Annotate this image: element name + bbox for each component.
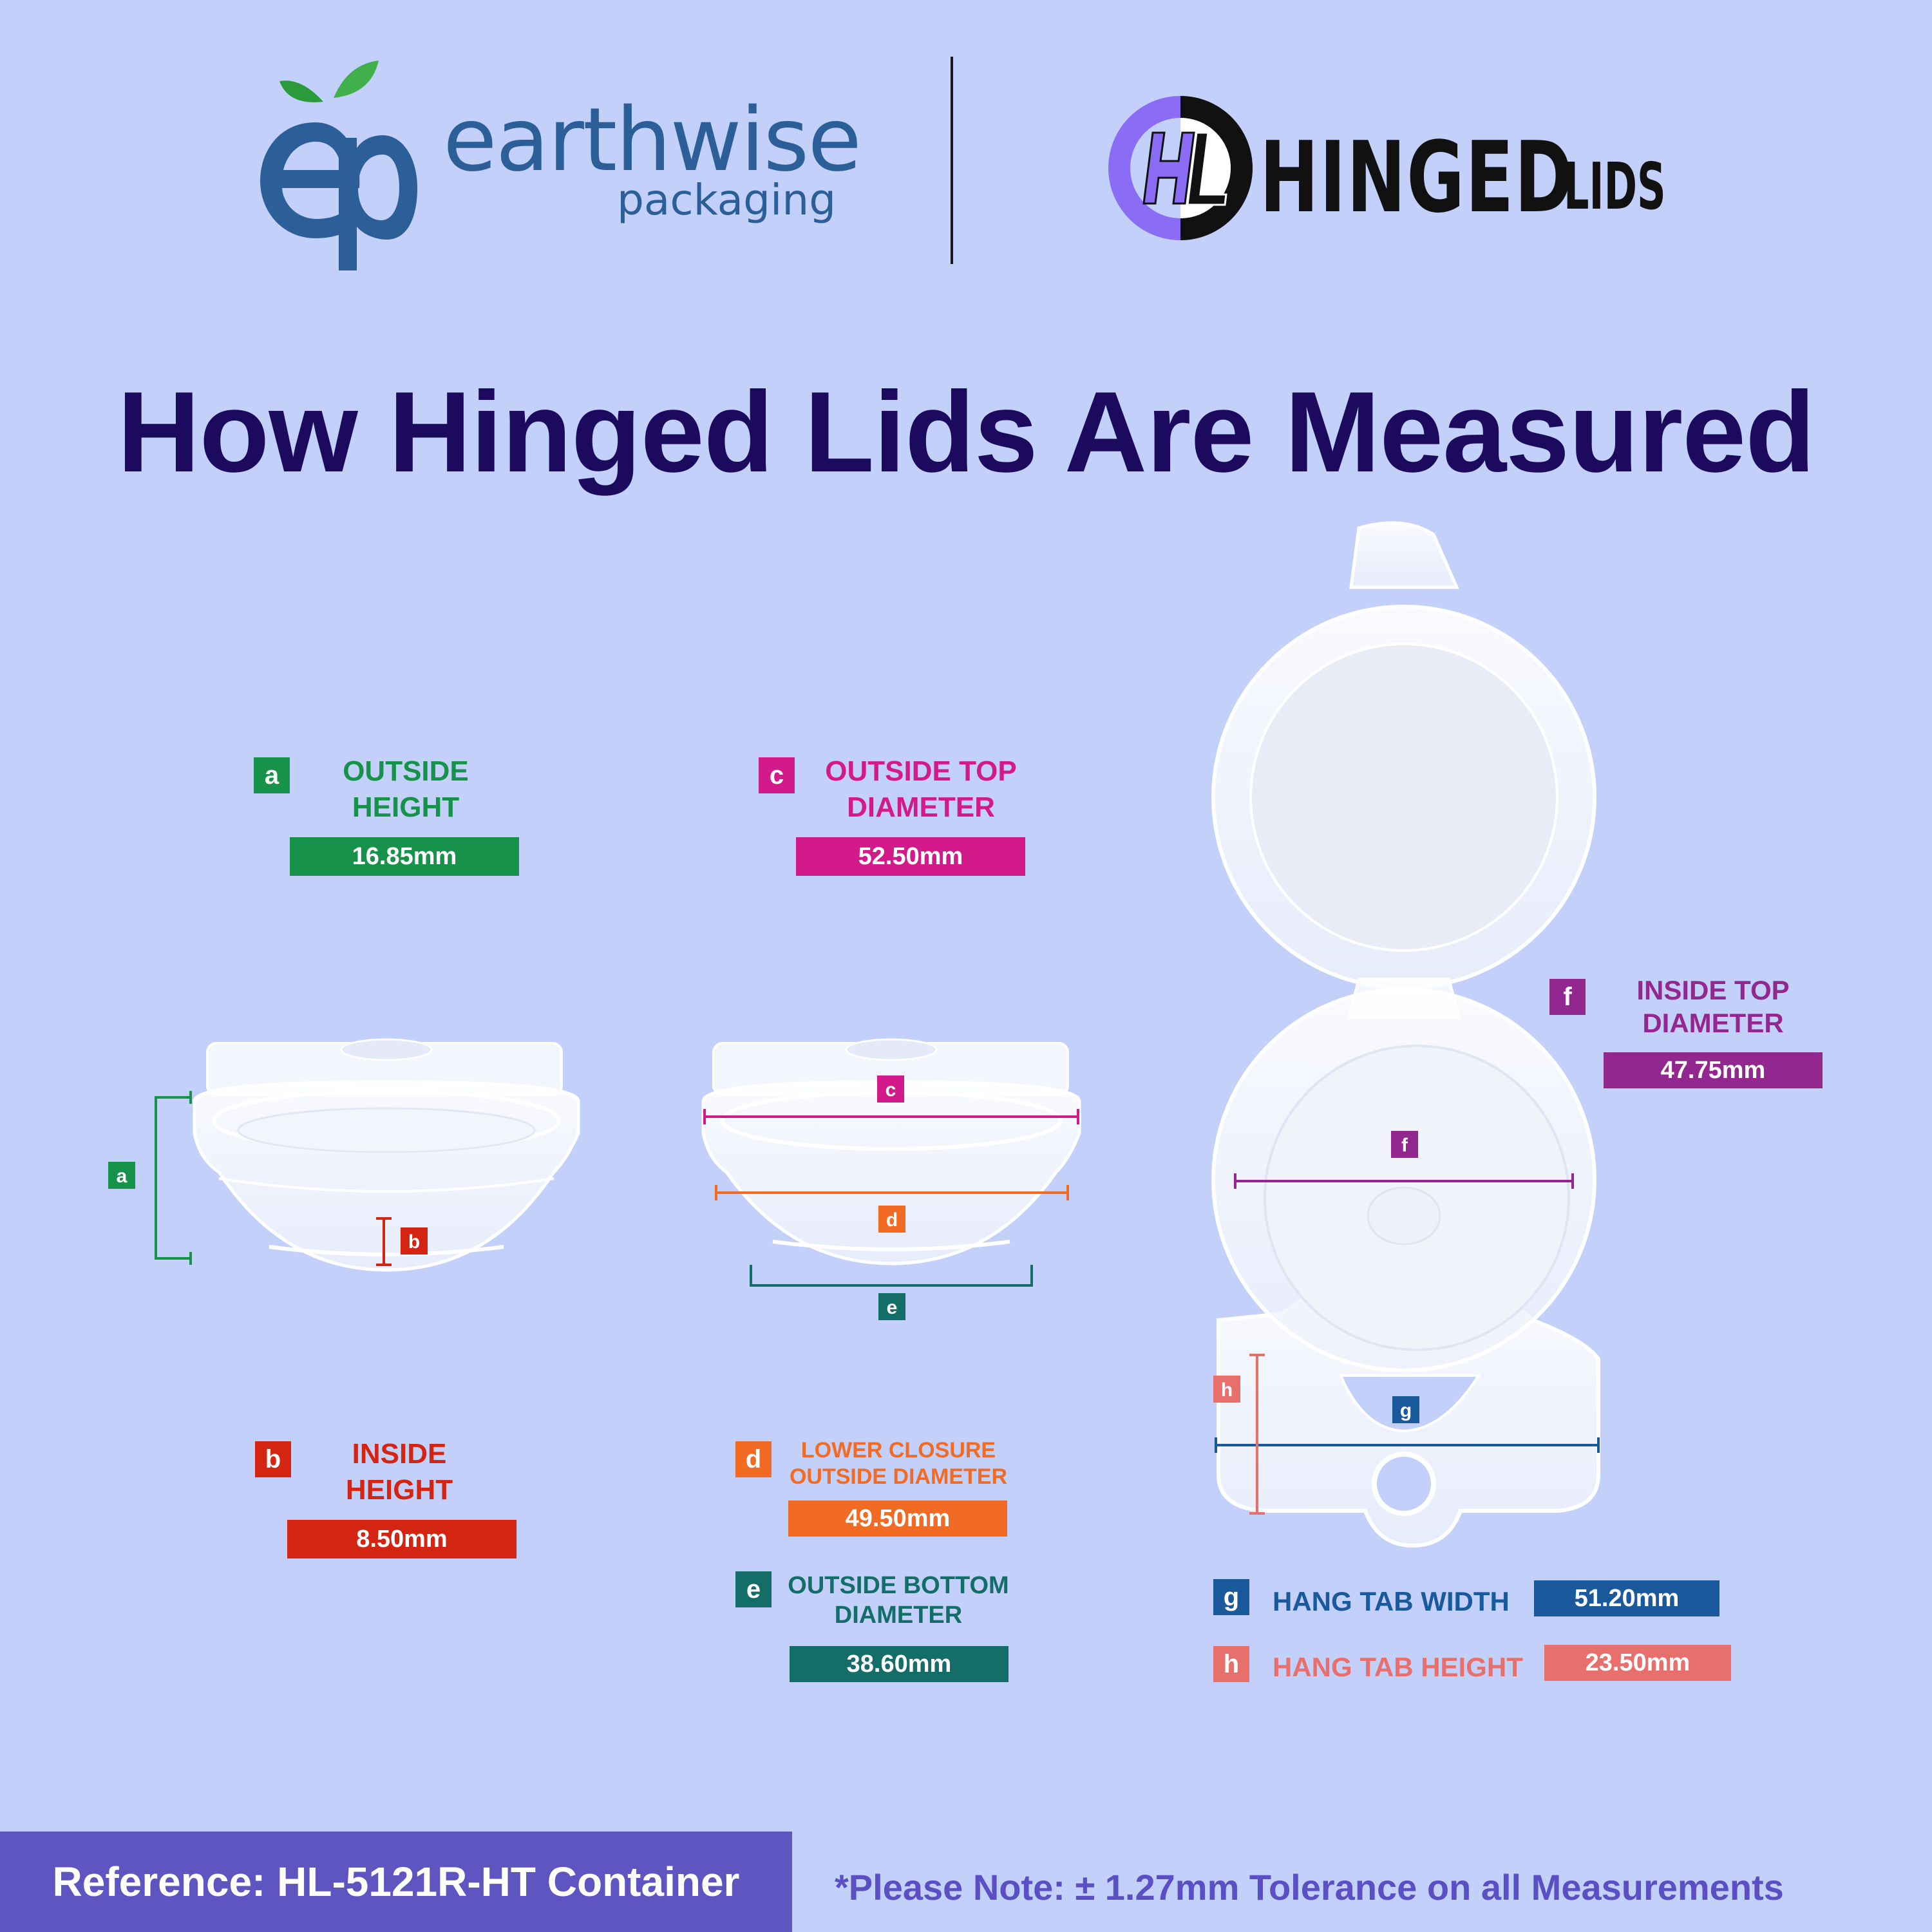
value-d: 49.50mm [788,1501,1007,1537]
value-g: 51.20mm [1534,1580,1719,1616]
reference-banner: Reference: HL-5121R-HT Container [0,1832,792,1932]
label-b-line1: INSIDE [352,1438,447,1470]
label-c-line2: DIAMETER [847,791,995,824]
label-outside-bottom-diameter: OUTSIDE BOTTOM DIAMETER [782,1571,1015,1630]
value-e: 38.60mm [790,1646,1009,1682]
label-a-line2: HEIGHT [352,791,460,824]
value-f: 47.75mm [1604,1052,1823,1088]
svg-text:e: e [887,1297,898,1318]
label-inside-height: INSIDE HEIGHT [303,1436,496,1509]
dimension-a [155,1091,192,1265]
value-b: 8.50mm [287,1520,516,1558]
earthwise-logo-mark [260,61,417,270]
label-lower-closure-outside-diameter: LOWER CLOSURE OUTSIDE DIAMETER [779,1437,1018,1490]
label-outside-height: OUTSIDE HEIGHT [303,753,509,826]
badge-b: b [255,1441,291,1477]
label-a-line1: OUTSIDE [343,755,469,787]
label-f-line2: DIAMETER [1642,1008,1784,1039]
value-h: 23.50mm [1544,1645,1731,1681]
container-top-view [1211,521,1600,1548]
badge-c: c [759,757,795,793]
page-title: How Hinged Lids Are Measured [117,368,1815,496]
label-outside-top-diameter: OUTSIDE TOP DIAMETER [805,753,1037,826]
badge-g: g [1213,1579,1249,1615]
logo-divider [951,57,953,264]
badge-a: a [254,757,290,793]
tolerance-note: *Please Note: ± 1.27mm Tolerance on all … [835,1867,1784,1908]
badge-e: e [735,1571,772,1607]
svg-text:a: a [117,1166,128,1187]
label-f-line1: INSIDE TOP [1636,975,1790,1005]
svg-text:g: g [1400,1400,1412,1421]
hinged-wordmark: HINGED [1260,120,1574,234]
svg-text:b: b [408,1231,420,1253]
container-side-view-1 [193,1038,580,1272]
svg-text:d: d [886,1209,898,1231]
badge-f: f [1549,979,1586,1015]
badge-h: h [1213,1646,1249,1682]
label-d-line1: LOWER CLOSURE [800,1438,996,1463]
label-c-line1: OUTSIDE TOP [825,755,1017,787]
label-e-line2: DIAMETER [834,1601,963,1629]
earthwise-tagline: packaging [617,175,837,225]
label-b-line2: HEIGHT [345,1474,453,1506]
svg-text:c: c [886,1079,896,1101]
earthwise-wordmark: earthwise [443,90,862,191]
label-e-line1: OUTSIDE BOTTOM [788,1572,1009,1599]
container-side-view-2 [701,1038,1081,1265]
svg-text:f: f [1401,1135,1408,1156]
badge-d: d [735,1441,772,1477]
hinged-lids-logo-mark [1108,96,1253,240]
value-a: 16.85mm [290,837,519,876]
label-inside-top-diameter: INSIDE TOP DIAMETER [1604,974,1823,1039]
label-d-line2: OUTSIDE DIAMETER [789,1464,1008,1489]
label-hang-tab-width: HANG TAB WIDTH [1273,1586,1510,1616]
svg-text:h: h [1221,1379,1233,1401]
label-hang-tab-height: HANG TAB HEIGHT [1273,1652,1523,1682]
lids-wordmark: LIDS [1564,149,1666,224]
value-c: 52.50mm [796,837,1025,876]
